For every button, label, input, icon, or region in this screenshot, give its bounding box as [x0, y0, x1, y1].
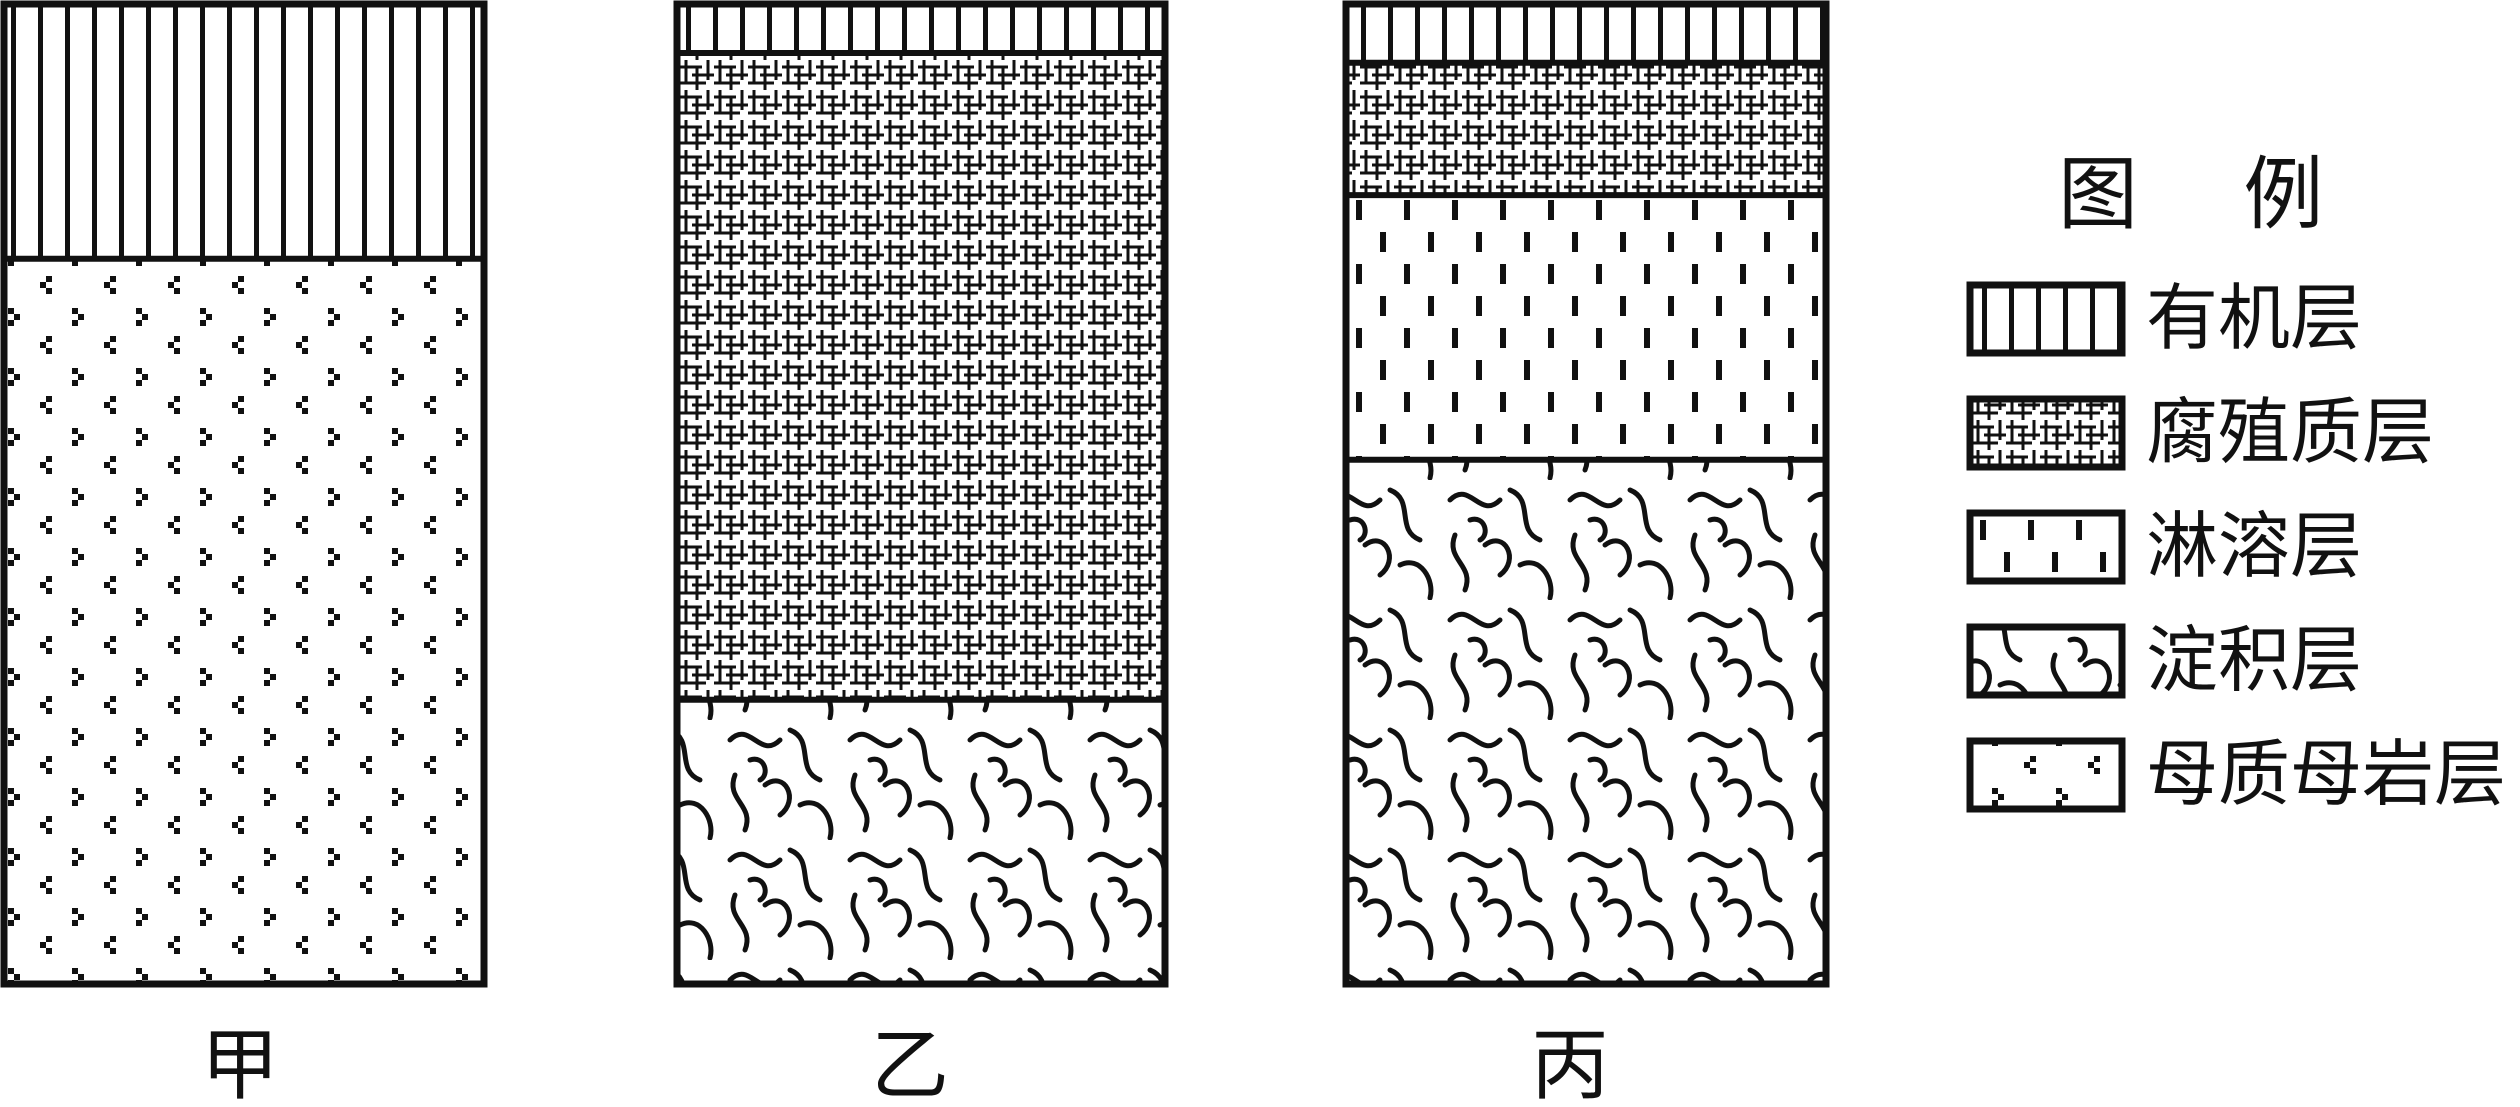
layer-deposition [1346, 459, 1826, 984]
column-frame [1342, 0, 1830, 988]
column-label-yi: 乙 [871, 1021, 949, 1107]
legend-label-humus: 腐殖质层 [2146, 390, 2434, 474]
legend-swatch-parent [1966, 737, 2126, 813]
legend-label-parent: 母质母岩层 [2146, 732, 2506, 816]
legend-item-organic: 有机层 [1966, 276, 2362, 360]
column-labels: 甲 乙 丙 [201, 1021, 1609, 1107]
legend-swatch-humus [1966, 395, 2126, 471]
layer-organic [677, 4, 1165, 53]
legend-swatch-leaching [1966, 509, 2126, 585]
legend-label-deposition: 淀积层 [2146, 618, 2362, 702]
legend-label-leaching: 淋溶层 [2146, 504, 2362, 588]
layer-parent [4, 258, 484, 984]
layer-organic [4, 4, 484, 259]
soil-column-bing [1342, 0, 1830, 988]
legend-title: 图 例 [2058, 148, 2363, 241]
layer-deposition [677, 699, 1165, 984]
soil-column-yi [673, 0, 1169, 988]
layer-humus [677, 53, 1165, 700]
legend-item-parent: 母质母岩层 [1966, 732, 2506, 816]
soil-column-jia [0, 0, 488, 988]
legend-swatch-deposition [1966, 623, 2126, 699]
legend-swatch-organic [1966, 281, 2126, 357]
layer-leaching [1346, 195, 1826, 460]
column-frame [0, 0, 488, 988]
layer-organic [1346, 4, 1826, 63]
column-frame [673, 0, 1169, 988]
column-label-jia: 甲 [201, 1021, 279, 1107]
legend-item-deposition: 淀积层 [1966, 618, 2362, 702]
column-label-bing: 丙 [1531, 1021, 1609, 1107]
legend-label-organic: 有机层 [2146, 276, 2362, 360]
legend-item-humus: 腐殖质层 [1966, 390, 2434, 474]
soil-columns [0, 0, 1830, 988]
legend-item-leaching: 淋溶层 [1966, 504, 2362, 588]
layer-humus [1346, 62, 1826, 196]
